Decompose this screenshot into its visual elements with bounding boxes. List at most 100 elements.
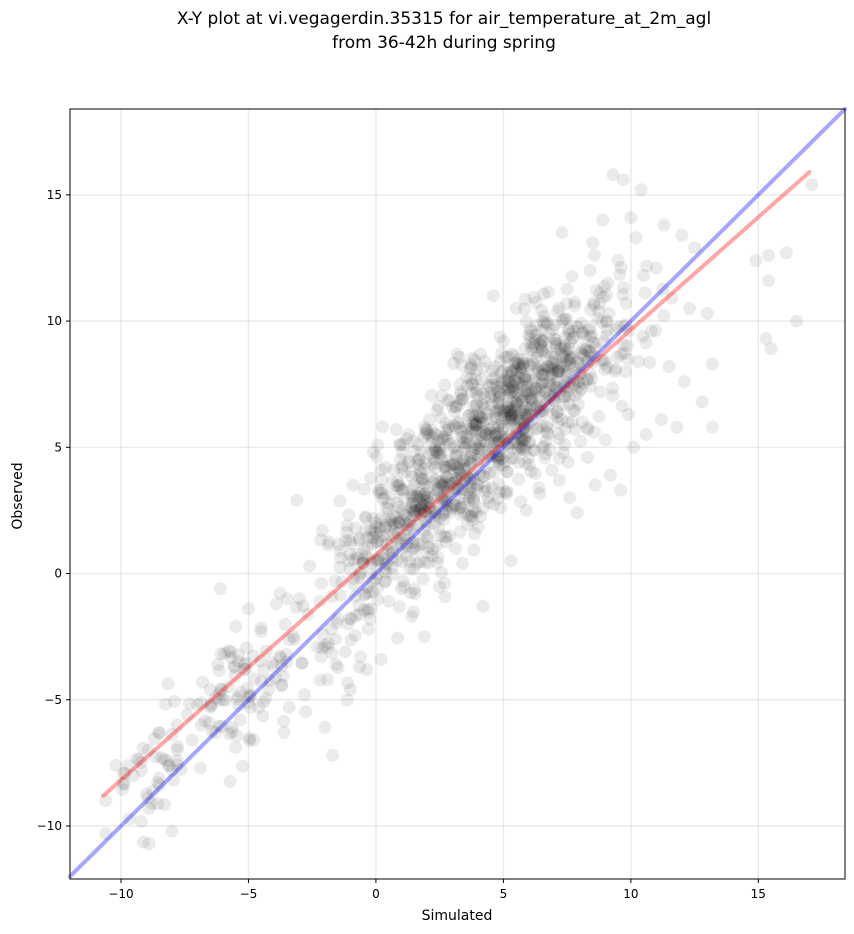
scatter-point [324, 622, 338, 636]
scatter-point [538, 347, 552, 361]
scatter-point [469, 399, 483, 412]
scatter-point [567, 377, 581, 391]
scatter-point [441, 433, 455, 447]
scatter-point [588, 478, 602, 492]
scatter-point [582, 355, 596, 369]
scatter-point [413, 555, 427, 569]
plot-frame [69, 108, 846, 880]
scatter-point [376, 547, 390, 561]
scatter-point [595, 315, 609, 329]
scatter-point [380, 537, 394, 551]
scatter-point [552, 452, 566, 466]
scatter-point [466, 416, 480, 430]
scatter-point [218, 693, 232, 707]
scatter-point [218, 647, 232, 661]
scatter-point [516, 423, 530, 437]
scatter-point [277, 714, 291, 728]
scatter-point [609, 362, 623, 376]
scatter-point [454, 501, 468, 515]
scatter-point [457, 496, 471, 510]
scatter-point [501, 389, 515, 403]
scatter-point [434, 479, 448, 493]
scatter-point [624, 211, 638, 225]
scatter-point [436, 430, 450, 444]
scatter-point [592, 409, 606, 423]
scatter-point [501, 446, 515, 460]
scatter-point [349, 521, 363, 535]
scatter-point [524, 391, 538, 405]
scatter-point [544, 368, 558, 382]
scatter-point [544, 389, 558, 403]
scatter-point [467, 443, 481, 457]
scatter-point [546, 407, 560, 421]
scatter-point [436, 499, 450, 513]
scatter-point [544, 378, 558, 392]
scatter-point [461, 509, 475, 523]
scatter-point [779, 246, 793, 260]
scatter-point [344, 537, 358, 551]
scatter-point [476, 386, 490, 400]
scatter-point [459, 469, 473, 483]
scatter-point [460, 429, 474, 443]
scatter-point [375, 535, 389, 549]
scatter-point [392, 479, 406, 493]
scatter-point [400, 549, 414, 563]
scatter-point [501, 350, 515, 364]
scatter-point [606, 389, 619, 403]
scatter-point [396, 542, 410, 556]
scatter-point [443, 437, 457, 451]
scatter-point [342, 612, 356, 626]
scatter-point [519, 405, 533, 419]
scatter-point [449, 472, 463, 486]
scatter-point [510, 395, 524, 409]
scatter-point [492, 385, 506, 399]
scatter-point [609, 323, 623, 337]
scatter-point [462, 408, 476, 422]
scatter-point [410, 556, 424, 570]
scatter-point [461, 436, 475, 450]
scatter-point [509, 426, 523, 440]
scatter-point [562, 342, 576, 356]
scatter-point [527, 336, 541, 350]
scatter-point [451, 415, 465, 429]
scatter-point [431, 485, 445, 499]
chart-subtitle: from 36-42h during spring [332, 33, 556, 53]
scatter-point [534, 339, 548, 353]
scatter-point [510, 427, 524, 441]
scatter-point [332, 537, 346, 551]
scatter-point [425, 470, 439, 484]
scatter-point [314, 533, 328, 547]
scatter-point [282, 633, 296, 647]
scatter-point [529, 382, 543, 396]
scatter-point [539, 434, 553, 448]
scatter-point [267, 659, 281, 673]
scatter-point [470, 433, 484, 447]
scatter-point [505, 408, 519, 422]
scatter-point [448, 498, 462, 512]
scatter-point [563, 335, 577, 349]
scatter-point [115, 782, 129, 796]
scatter-point [461, 461, 475, 475]
scatter-point [561, 380, 575, 394]
scatter-point [418, 506, 432, 520]
scatter-point [597, 353, 611, 367]
scatter-point [353, 607, 367, 621]
scatter-point [460, 433, 474, 447]
scatter-point [378, 575, 392, 589]
scatter-point [403, 554, 417, 568]
scatter-point [320, 673, 334, 687]
scatter-point [275, 679, 289, 693]
scatter-point [632, 354, 645, 368]
scatter-point [469, 424, 483, 438]
scatter-point [538, 451, 552, 465]
scatter-point [391, 533, 405, 547]
scatter-point [408, 587, 422, 601]
scatter-point [515, 378, 529, 392]
scatter-point [759, 332, 773, 346]
scatter-point [374, 483, 388, 497]
scatter-point [254, 654, 268, 668]
scatter-point [490, 404, 504, 418]
scatter-point [582, 345, 596, 359]
scatter-point [412, 503, 426, 517]
scatter-point [416, 472, 430, 486]
